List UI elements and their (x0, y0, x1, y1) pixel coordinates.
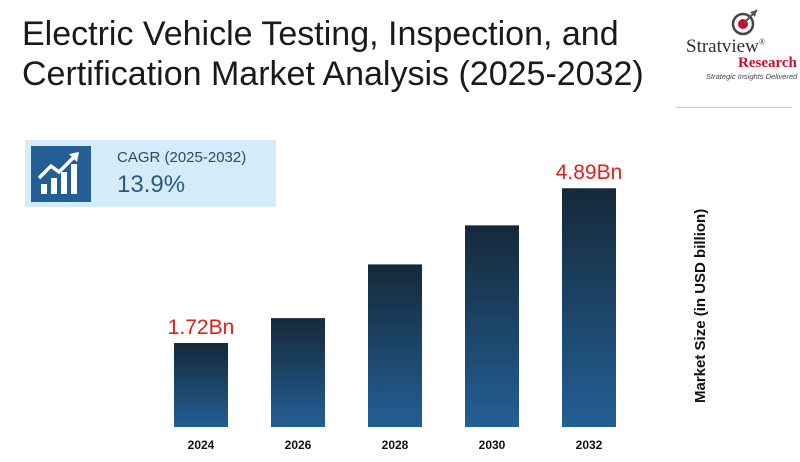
x-tick-label: 2028 (382, 438, 409, 452)
y-axis-label: Market Size (in USD billion) (692, 208, 709, 403)
logo-wordmark: Stratview® (686, 36, 765, 57)
cagr-value: 13.9% (117, 171, 186, 198)
brand-logo: Stratview® Research Strategic Insights D… (672, 8, 798, 81)
bar-2024 (174, 343, 228, 427)
data-label: 1.72Bn (168, 316, 235, 339)
cagr-box: CAGR (2025-2032) 13.9% (25, 140, 276, 207)
x-tick-label: 2024 (188, 438, 215, 452)
x-tick-label: 2026 (285, 438, 312, 452)
divider (676, 107, 792, 108)
bar-2028 (368, 264, 422, 427)
bar-2032 (562, 188, 616, 427)
x-tick-label: 2032 (576, 438, 603, 452)
logo-subtitle: Research (738, 55, 797, 71)
bar-2030 (465, 225, 519, 427)
chart-title-line-2: Certification Market Analysis (2025-2032… (22, 55, 644, 93)
chart-title: Electric Vehicle Testing, Inspection, an… (22, 14, 682, 94)
logo-tagline: Strategic Insights Delivered (706, 72, 798, 81)
target-arrow-icon (731, 9, 758, 36)
data-label: 4.89Bn (556, 161, 623, 184)
bar-2026 (271, 318, 325, 427)
cagr-label: CAGR (2025-2032) (117, 149, 247, 166)
chart-title-line-1: Electric Vehicle Testing, Inspection, an… (22, 15, 619, 53)
growth-chart-icon (31, 146, 91, 202)
x-tick-label: 2030 (479, 438, 506, 452)
